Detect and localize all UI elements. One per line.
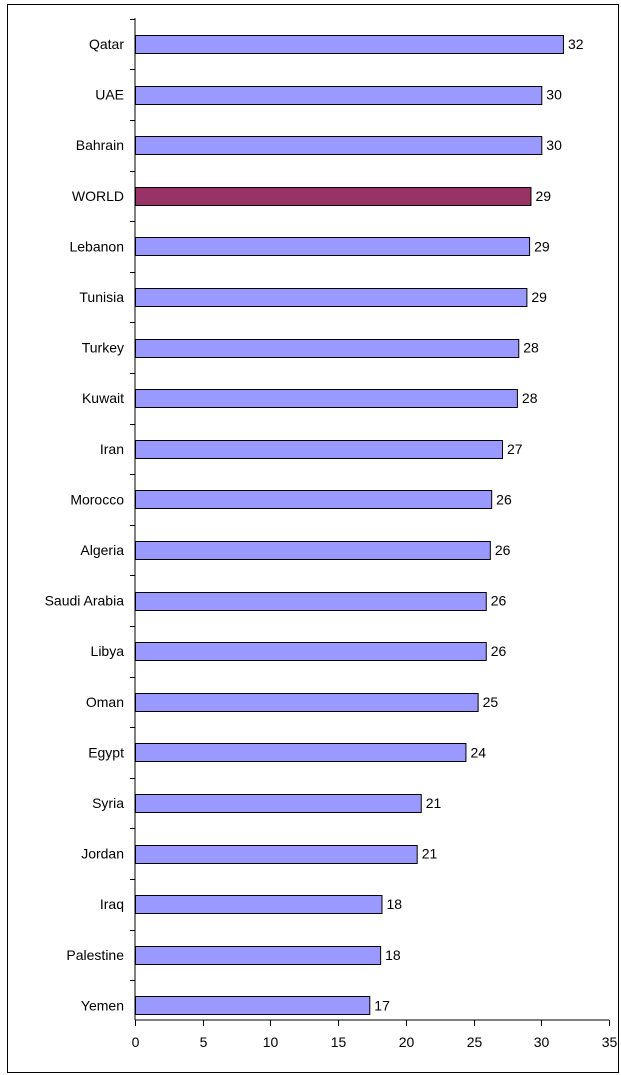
category-label: Oman: [86, 694, 124, 710]
chart-frame: [7, 4, 619, 1073]
data-label: 28: [522, 390, 538, 406]
x-tick-label: 20: [399, 1034, 415, 1050]
x-tick-label: 15: [331, 1034, 347, 1050]
data-label: 29: [531, 289, 547, 305]
bar-tunisia: [135, 288, 528, 307]
category-label: Palestine: [66, 947, 124, 963]
data-label: 28: [523, 340, 539, 356]
bar-oman: [135, 693, 479, 712]
category-label: Iran: [100, 441, 124, 457]
data-label: 29: [535, 188, 551, 204]
bar-algeria: [135, 541, 491, 560]
bar-morocco: [135, 490, 493, 509]
data-label: 24: [470, 744, 486, 760]
data-label: 25: [483, 694, 499, 710]
category-label: Lebanon: [69, 238, 124, 254]
data-label: 26: [495, 542, 511, 558]
bar-uae: [135, 86, 543, 105]
bar-egypt: [135, 743, 467, 762]
x-tick-label: 10: [263, 1034, 279, 1050]
data-label: 26: [491, 593, 507, 609]
category-label: Tunisia: [79, 289, 124, 305]
category-label: Jordan: [81, 846, 124, 862]
bar-bahrain: [135, 136, 543, 155]
data-label: 30: [546, 87, 562, 103]
x-tick-label: 5: [200, 1034, 208, 1050]
category-label: UAE: [95, 87, 124, 103]
bar-world: [135, 187, 532, 206]
data-label: 26: [491, 643, 507, 659]
data-label: 21: [422, 846, 438, 862]
bar-qatar: [135, 35, 564, 54]
category-label: Turkey: [82, 340, 124, 356]
category-label: Morocco: [70, 491, 124, 507]
category-label: Syria: [92, 795, 124, 811]
category-label: Algeria: [80, 542, 124, 558]
bar-iran: [135, 440, 504, 459]
category-label: Iraq: [100, 896, 124, 912]
bar-palestine: [135, 946, 382, 965]
bar-lebanon: [135, 237, 531, 256]
data-label: 27: [507, 441, 523, 457]
bar-iraq: [135, 895, 383, 914]
bar-libya: [135, 642, 487, 661]
data-label: 18: [385, 947, 401, 963]
data-label: 32: [568, 36, 584, 52]
data-label: 29: [534, 238, 550, 254]
bar-kuwait: [135, 389, 518, 408]
category-label: WORLD: [72, 188, 124, 204]
category-label: Kuwait: [82, 390, 124, 406]
category-label: Libya: [91, 643, 125, 659]
x-tick-label: 35: [602, 1034, 618, 1050]
category-label: Saudi Arabia: [45, 593, 125, 609]
category-label: Egypt: [88, 744, 124, 760]
data-label: 30: [546, 137, 562, 153]
category-label: Qatar: [89, 36, 124, 52]
bar-jordan: [135, 845, 418, 864]
bar-saudi-arabia: [135, 592, 487, 611]
bar-yemen: [135, 996, 371, 1015]
bar-turkey: [135, 339, 520, 358]
x-tick-label: 25: [467, 1034, 483, 1050]
x-tick-label: 30: [534, 1034, 550, 1050]
category-label: Yemen: [81, 997, 124, 1013]
data-label: 21: [426, 795, 442, 811]
data-label: 18: [386, 896, 402, 912]
category-label: Bahrain: [76, 137, 124, 153]
bar-syria: [135, 794, 422, 813]
data-label: 17: [374, 997, 390, 1013]
x-tick-label: 0: [132, 1034, 140, 1050]
data-label: 26: [496, 491, 512, 507]
